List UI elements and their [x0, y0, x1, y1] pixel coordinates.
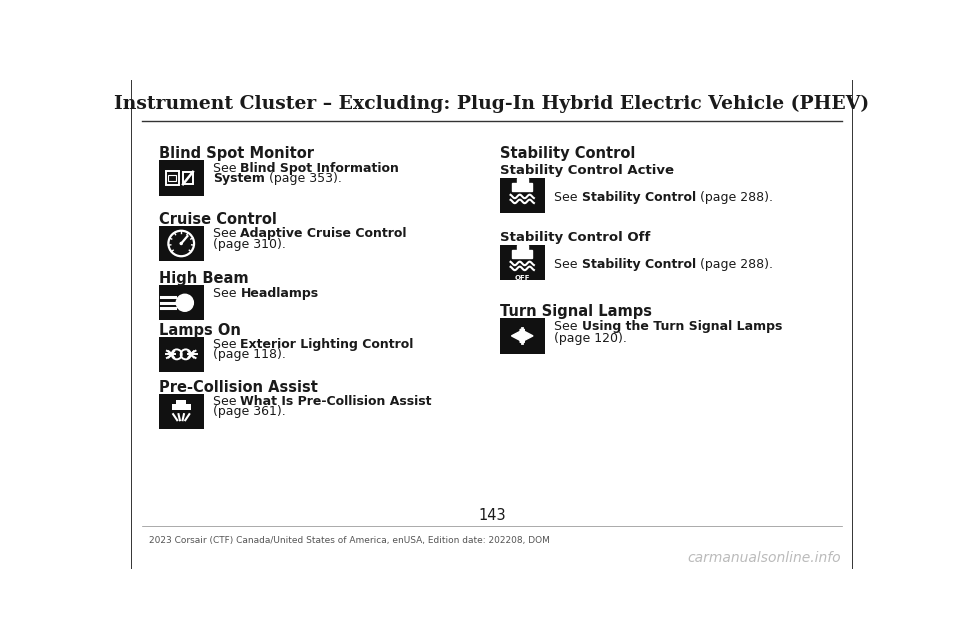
Text: Blind Spot Monitor: Blind Spot Monitor [158, 147, 314, 161]
Text: (page 310).: (page 310). [213, 237, 286, 251]
Text: carmanualsonline.info: carmanualsonline.info [687, 550, 841, 565]
Bar [513, 250, 532, 258]
Text: Stability Control Active: Stability Control Active [500, 164, 674, 177]
Text: Lamps On: Lamps On [158, 323, 241, 338]
Text: Cruise Control: Cruise Control [158, 212, 276, 227]
Text: Turn Signal Lamps: Turn Signal Lamps [500, 304, 652, 320]
Text: Using the Turn Signal Lamps: Using the Turn Signal Lamps [582, 320, 781, 334]
Text: (page 118).: (page 118). [213, 349, 286, 361]
Text: 143: 143 [478, 509, 506, 523]
Bar [513, 183, 532, 191]
Bar [500, 178, 544, 213]
Bar [172, 404, 191, 410]
Text: Stability Control: Stability Control [500, 147, 636, 161]
Text: High Beam: High Beam [158, 271, 249, 286]
Text: Stability Control: Stability Control [582, 258, 696, 271]
Text: See: See [213, 287, 241, 300]
Text: 2023 Corsair (CTF) Canada/United States of America, enUSA, Edition date: 202208,: 2023 Corsair (CTF) Canada/United States … [150, 536, 550, 545]
Text: Adaptive Cruise Control: Adaptive Cruise Control [241, 228, 407, 240]
Text: See: See [213, 228, 241, 240]
Bar [500, 245, 544, 280]
Text: OFF: OFF [515, 275, 530, 280]
Text: Stability Control Off: Stability Control Off [500, 231, 650, 244]
Text: (page 288).: (page 288). [696, 191, 773, 204]
Text: Stability Control: Stability Control [582, 191, 696, 204]
Bar [158, 285, 204, 320]
Polygon shape [512, 329, 524, 343]
Text: (page 120).: (page 120). [554, 332, 627, 345]
Bar [158, 394, 204, 429]
Bar [516, 178, 528, 183]
Bar [158, 226, 204, 261]
Text: (page 353).: (page 353). [265, 172, 342, 185]
Text: Pre-Collision Assist: Pre-Collision Assist [158, 380, 318, 395]
Bar [166, 170, 179, 185]
Text: See: See [554, 320, 582, 334]
Text: Blind Spot Information: Blind Spot Information [241, 162, 399, 175]
Text: Exterior Lighting Control: Exterior Lighting Control [241, 338, 414, 351]
Bar [176, 399, 186, 404]
Text: See: See [554, 258, 582, 271]
Text: See: See [554, 191, 582, 204]
Bar [183, 172, 193, 185]
Text: System: System [213, 172, 265, 185]
Text: See: See [213, 338, 241, 351]
Text: Headlamps: Headlamps [241, 287, 319, 300]
Text: (page 361).: (page 361). [213, 405, 286, 419]
Polygon shape [520, 329, 533, 343]
Bar [516, 245, 528, 251]
Bar [500, 318, 544, 354]
Text: (page 288).: (page 288). [696, 258, 773, 271]
Bar [158, 337, 204, 372]
Text: Instrument Cluster – Excluding: Plug-In Hybrid Electric Vehicle (PHEV): Instrument Cluster – Excluding: Plug-In … [114, 95, 870, 113]
Text: What Is Pre-Collision Assist: What Is Pre-Collision Assist [241, 395, 432, 408]
Circle shape [177, 294, 193, 311]
Bar [158, 160, 204, 195]
Text: See: See [213, 162, 241, 175]
Text: See: See [213, 395, 241, 408]
Bar [168, 175, 176, 181]
Circle shape [180, 242, 182, 244]
